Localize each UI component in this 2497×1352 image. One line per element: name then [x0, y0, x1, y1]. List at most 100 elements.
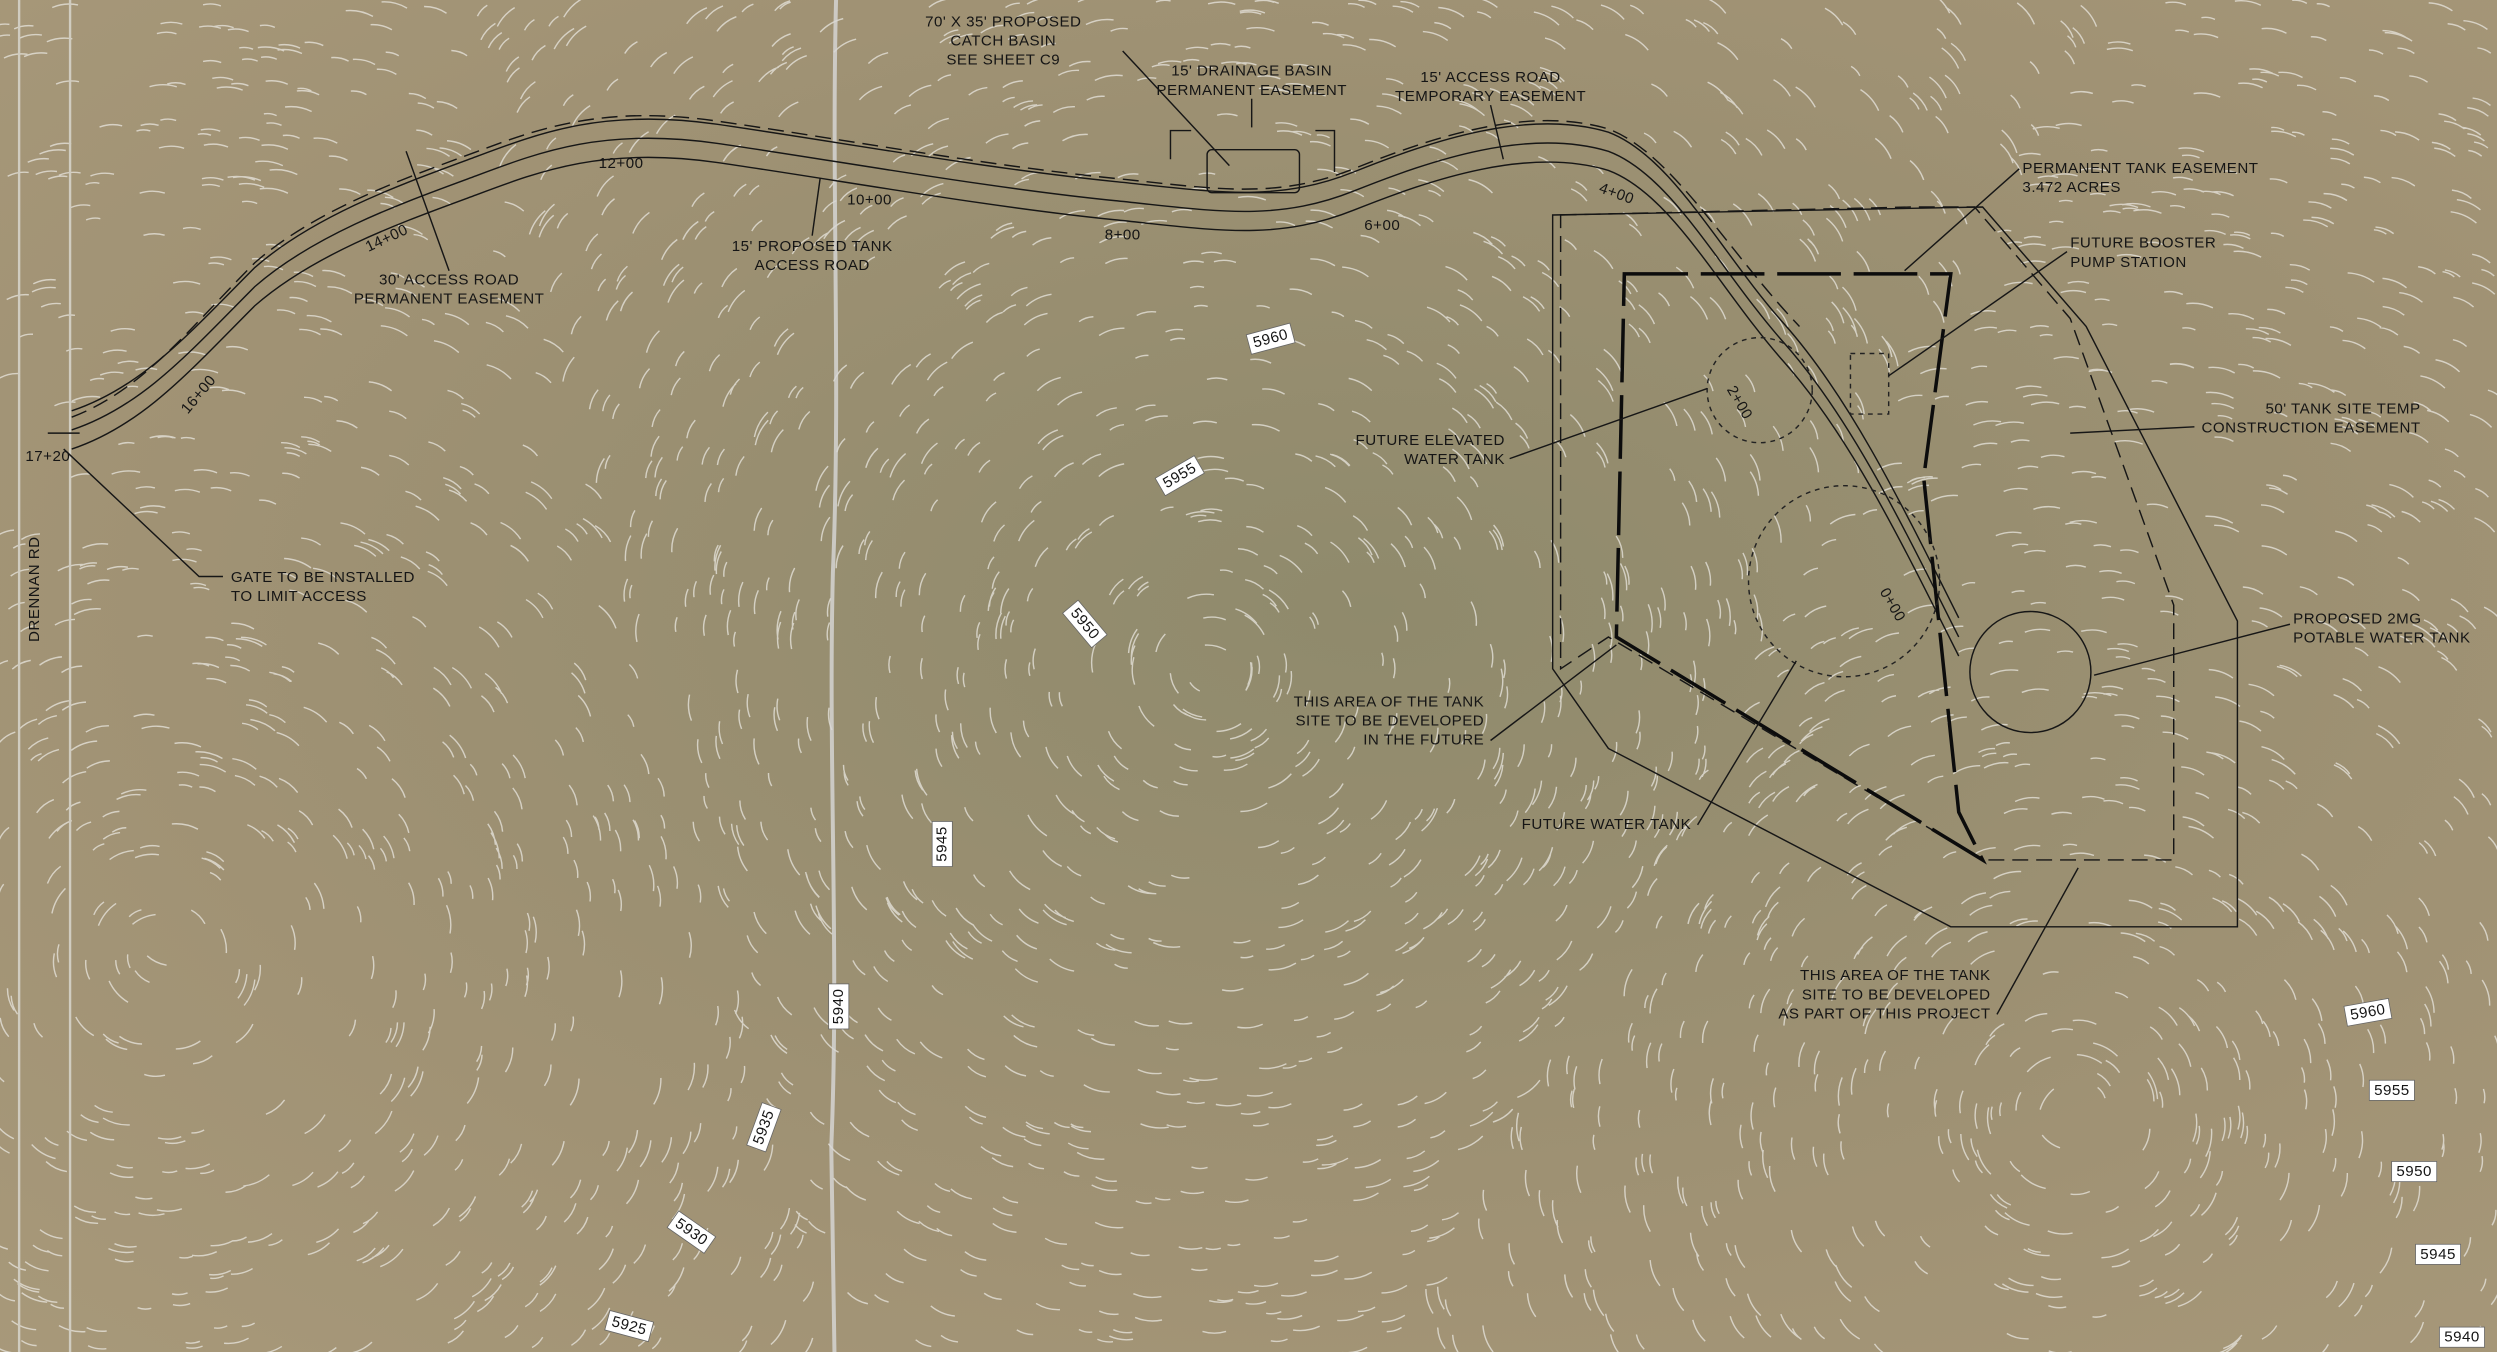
- station-label: 10+00: [847, 192, 892, 209]
- callout-text: PROPOSED 2MG: [2293, 610, 2421, 627]
- callout-text: THIS AREA OF THE TANK: [1800, 967, 1991, 984]
- contour-label-box: [2391, 1161, 2438, 1183]
- contour-label-box: [1154, 455, 1205, 497]
- contour-label-group: 5960: [1245, 322, 1296, 355]
- station-label: 6+00: [1364, 217, 1400, 234]
- contour-label: 5945: [934, 826, 951, 862]
- callout-text: IN THE FUTURE: [1363, 731, 1484, 748]
- callout-text: FUTURE ELEVATED: [1356, 432, 1505, 449]
- callout-text: 3.472 ACRES: [2022, 179, 2120, 196]
- contour-label: 5950: [2396, 1163, 2432, 1180]
- contour-label-group: 5945: [2415, 1243, 2462, 1265]
- access-road: [47, 114, 1960, 657]
- road-name-group: DRENNAN RD: [26, 536, 43, 642]
- contour-label-box: [1245, 322, 1296, 355]
- contour-label: 5960: [2349, 1001, 2387, 1024]
- callout-text: WATER TANK: [1404, 451, 1505, 468]
- callout-text: SEE SHEET C9: [946, 52, 1060, 69]
- catch-basin: [1169, 129, 1336, 194]
- contour-label-group: 5940: [828, 983, 850, 1030]
- leaders: [63, 50, 2291, 1015]
- contour-label: 5955: [2374, 1082, 2410, 1099]
- callout-text: POTABLE WATER TANK: [2293, 630, 2470, 647]
- callout-text: 15' DRAINAGE BASIN: [1171, 63, 1332, 80]
- temp-construction-easement: [1551, 206, 2239, 928]
- contour-label: 5940: [830, 989, 847, 1025]
- tank-easement: [1559, 206, 2175, 861]
- contour-label-group: 5955: [2368, 1079, 2415, 1101]
- callout-text: PERMANENT EASEMENT: [1156, 82, 1347, 99]
- leader: [1490, 644, 1617, 742]
- contour-label-box: [666, 1210, 717, 1254]
- future-water-tank: [1747, 484, 1941, 678]
- contour-label-group: 5960: [2343, 997, 2393, 1027]
- contour-label-box: [2368, 1079, 2415, 1101]
- station-label: 12+00: [599, 155, 644, 172]
- station-group: 12+00: [599, 155, 644, 172]
- leader: [1888, 251, 2068, 377]
- callout-text: FUTURE WATER TANK: [1522, 816, 1692, 833]
- proposed-2mg-tank: [1969, 610, 2092, 734]
- station-label: 8+00: [1105, 227, 1141, 244]
- station-group: 8+00: [1105, 227, 1141, 244]
- callout-text: CONSTRUCTION EASEMENT: [2201, 419, 2420, 436]
- basin-easement: [1315, 129, 1336, 172]
- basin-easement: [1169, 129, 1192, 160]
- contour-label-box: [931, 821, 953, 867]
- callout-text: 15' PROPOSED TANK: [732, 238, 893, 255]
- basin: [1206, 148, 1301, 194]
- leader: [2093, 623, 2291, 676]
- easement-line: [71, 114, 1801, 418]
- contour-label-box: [828, 983, 850, 1030]
- leader: [1696, 660, 1797, 826]
- road-centerline: [71, 137, 1960, 638]
- callout-text: SITE TO BE DEVELOPED: [1802, 986, 1991, 1003]
- contour-label: 5945: [2420, 1246, 2456, 1263]
- callout-text: 70' X 35' PROPOSED: [925, 13, 1081, 30]
- station-group: 17+20: [25, 448, 70, 465]
- callout-text: FUTURE BOOSTER: [2070, 235, 2216, 252]
- leader: [811, 178, 821, 236]
- callout-text: CATCH BASIN: [950, 32, 1056, 49]
- leader: [1996, 867, 2079, 1015]
- callout-text: 30' ACCESS ROAD: [379, 271, 519, 288]
- callout-text: 50' TANK SITE TEMP: [2265, 400, 2420, 417]
- leader: [2070, 426, 2195, 434]
- leader: [1904, 168, 2020, 272]
- callout-text: SITE TO BE DEVELOPED: [1295, 712, 1484, 729]
- callout-text: GATE TO BE INSTALLED: [231, 569, 415, 586]
- leader: [1509, 387, 1708, 460]
- contour-label-box: [2415, 1243, 2462, 1265]
- contour-label-group: 5940: [2439, 1326, 2485, 1348]
- callout-text: PUMP STATION: [2070, 254, 2187, 271]
- callout-text: TO LIMIT ACCESS: [231, 588, 367, 605]
- callout-text: ACCESS ROAD: [755, 257, 870, 274]
- leader: [1489, 104, 1504, 160]
- tank-site: [1551, 206, 2239, 928]
- leader: [1122, 50, 1230, 167]
- contour-label-box: [2439, 1326, 2485, 1348]
- booster-pump-station: [1849, 352, 1890, 415]
- contour-label-box: [746, 1102, 782, 1153]
- callout-text: AS PART OF THIS PROJECT: [1778, 1005, 1990, 1022]
- station-label: 17+20: [25, 448, 70, 465]
- contour-label-box: [2343, 997, 2393, 1027]
- contour-label-box: [1062, 599, 1108, 649]
- contour-label-box: [604, 1309, 655, 1343]
- station-group: 6+00: [1364, 217, 1400, 234]
- contour-label: 5940: [2444, 1329, 2480, 1346]
- callout-text: 15' ACCESS ROAD: [1420, 69, 1560, 86]
- road-name: DRENNAN RD: [26, 536, 43, 642]
- contour-label-group: 5950: [2391, 1161, 2438, 1183]
- contour-label-group: 5945: [931, 821, 953, 867]
- callout-text: PERMANENT TANK EASEMENT: [2022, 160, 2258, 177]
- tank-site-boundary: [1614, 272, 1987, 865]
- property-line: [829, 0, 839, 1352]
- callout-text: TEMPORARY EASEMENT: [1395, 88, 1586, 105]
- callout-text: THIS AREA OF THE TANK: [1294, 693, 1485, 710]
- station-group: 10+00: [847, 192, 892, 209]
